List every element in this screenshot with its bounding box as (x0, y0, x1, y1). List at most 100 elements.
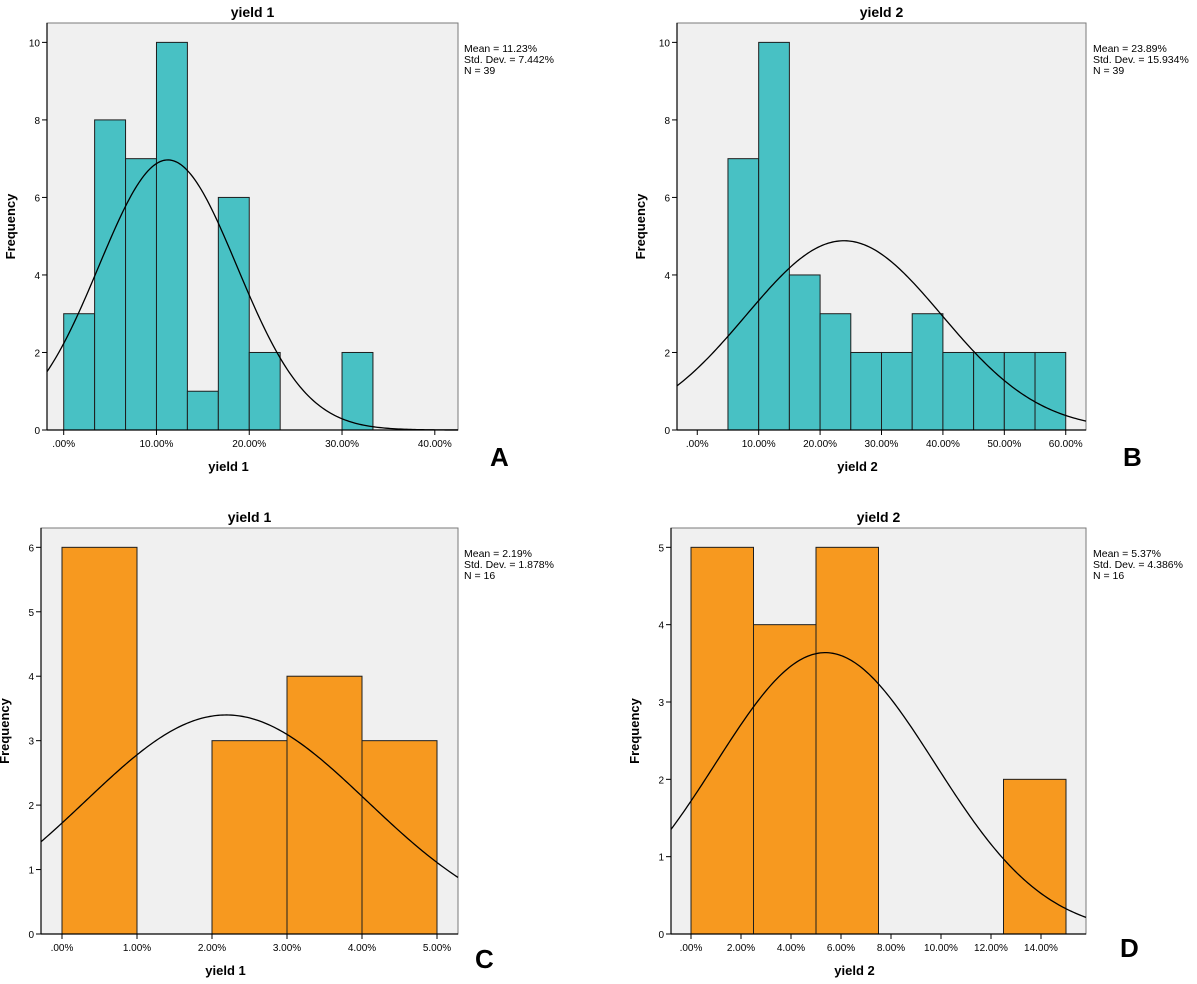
stats-line: Mean = 5.37% (1093, 548, 1161, 560)
y-tick-label: 4 (664, 271, 670, 282)
histogram-panel-c: 0 1 2 3 4 5 6 .00% 1.00% 2.00% 3.00% 4.00% 5.00% yiel… (0, 509, 554, 978)
stats-line: N = 16 (1093, 570, 1124, 582)
x-tick-label: 3.00% (273, 943, 301, 954)
histogram-bar (286, 675, 363, 935)
histogram-bar (819, 313, 852, 431)
x-tick-label: 40.00% (926, 439, 960, 450)
y-tick-label: 1 (28, 866, 34, 877)
stats-line: Std. Dev. = 7.442% (464, 54, 554, 66)
x-tick-label: 6.00% (827, 943, 855, 954)
y-tick-label: 2 (658, 775, 664, 786)
y-tick-label: 2 (34, 348, 40, 359)
normal-curve (46, 159, 458, 431)
chart-title: yield 2 (857, 509, 901, 525)
stats-line: Mean = 23.89% (1093, 43, 1167, 55)
x-tick-label: 50.00% (987, 439, 1021, 450)
x-tick-label: 5.00% (423, 943, 451, 954)
panel-label: A (490, 442, 509, 472)
y-tick-label: 2 (28, 801, 34, 812)
y-axis-title: Frequency (633, 193, 648, 260)
histogram-bar (690, 546, 754, 935)
y-tick-label: 5 (658, 543, 664, 554)
histogram-bar (815, 546, 879, 935)
y-tick-label: 4 (658, 621, 664, 632)
y-tick-label: 6 (34, 193, 40, 204)
histogram-bar (911, 313, 944, 431)
histogram-bar (1003, 778, 1067, 935)
histogram-bar (361, 740, 438, 935)
histogram-bar (211, 740, 288, 935)
x-axis-title: yield 2 (834, 963, 874, 978)
stats-line: N = 16 (464, 570, 495, 582)
y-tick-label: 4 (28, 672, 34, 683)
x-axis-title: yield 2 (837, 459, 877, 474)
x-tick-label: 30.00% (325, 439, 359, 450)
x-tick-label: 20.00% (232, 439, 266, 450)
x-tick-label: 4.00% (777, 943, 805, 954)
histogram-bar (727, 158, 760, 431)
x-tick-label: 4.00% (348, 943, 376, 954)
histogram-bar (942, 351, 975, 431)
chart-title: yield 1 (231, 4, 275, 20)
histogram-bar (63, 313, 96, 431)
stats-line: Std. Dev. = 1.878% (464, 559, 554, 571)
y-tick-label: 10 (659, 38, 671, 49)
x-tick-label: 12.00% (974, 943, 1008, 954)
normal-curve (676, 240, 1087, 422)
chart-title: yield 1 (228, 509, 272, 525)
histogram-bar (1034, 351, 1067, 431)
y-tick-label: 8 (664, 116, 670, 127)
stats-line: Std. Dev. = 4.386% (1093, 559, 1183, 571)
histogram-bar (94, 119, 127, 431)
normal-curve (40, 714, 459, 878)
x-tick-label: 14.00% (1024, 943, 1058, 954)
x-tick-label: 10.00% (140, 439, 174, 450)
stats-line: Mean = 11.23% (464, 43, 537, 55)
y-tick-label: 3 (658, 698, 664, 709)
x-tick-label: 10.00% (924, 943, 958, 954)
y-tick-label: 4 (34, 271, 40, 282)
y-tick-label: 0 (658, 930, 664, 941)
y-tick-label: 10 (29, 38, 41, 49)
histogram-bar (753, 624, 817, 935)
histogram-bar (125, 158, 157, 431)
histogram-bar (973, 351, 1005, 431)
x-tick-label: 40.00% (418, 439, 452, 450)
histogram-bar (155, 41, 188, 431)
x-axis-title: yield 1 (205, 963, 245, 978)
x-tick-label: 1.00% (123, 943, 151, 954)
x-tick-label: .00% (52, 439, 75, 450)
x-tick-label: .00% (680, 943, 703, 954)
histogram-bar (758, 41, 790, 431)
y-tick-label: 5 (28, 608, 34, 619)
stats-line: N = 39 (1093, 65, 1124, 77)
panel-label: B (1123, 442, 1142, 472)
histogram-bar (186, 390, 219, 431)
histogram-bar (850, 351, 883, 431)
histogram-bar (341, 351, 374, 431)
histogram-panel-d: 0 1 2 3 4 5 .00% 2.00% 4.00% 6.00% 8.00% 10.00% 12.0… (627, 509, 1183, 978)
histogram-bar (61, 546, 138, 935)
y-tick-label: 3 (28, 737, 34, 748)
histogram-bar (881, 351, 913, 431)
panel-label: C (475, 944, 494, 974)
panel-label: D (1120, 933, 1139, 963)
y-tick-label: 6 (664, 193, 670, 204)
y-tick-label: 0 (34, 426, 40, 437)
stats-line: N = 39 (464, 65, 495, 77)
histogram-bar (788, 274, 821, 431)
x-tick-label: 10.00% (742, 439, 776, 450)
x-axis-title: yield 1 (208, 459, 248, 474)
y-axis-title: Frequency (0, 697, 12, 764)
y-tick-label: 2 (664, 348, 670, 359)
x-tick-label: 2.00% (198, 943, 226, 954)
y-tick-label: 8 (34, 116, 40, 127)
y-tick-label: 0 (28, 930, 34, 941)
y-tick-label: 0 (664, 426, 670, 437)
normal-curve (670, 651, 1087, 918)
chart-title: yield 2 (860, 4, 904, 20)
x-tick-label: 60.00% (1049, 439, 1083, 450)
